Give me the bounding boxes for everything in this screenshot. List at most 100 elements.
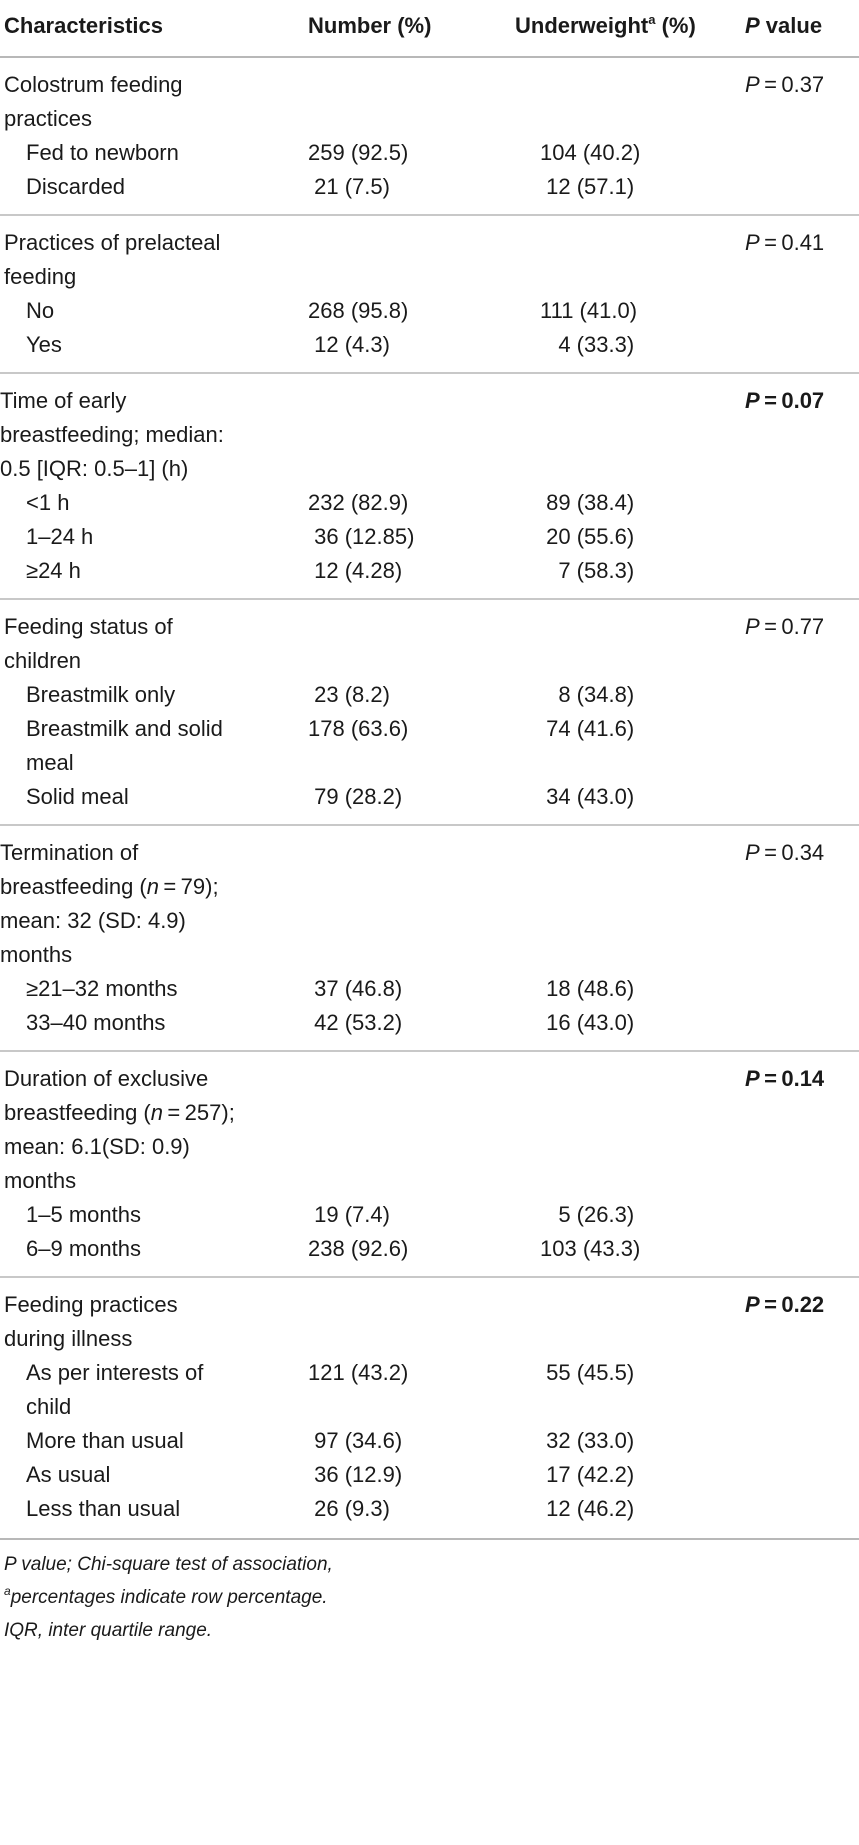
row-number: 36 (12.9) bbox=[308, 1462, 403, 1487]
table-row: No 268 (95.8) 111 (41.0) bbox=[0, 294, 859, 328]
row-number: 12 (4.28) bbox=[308, 558, 403, 583]
row-label: ≥24 h bbox=[0, 554, 262, 599]
n-letter: n bbox=[150, 1100, 164, 1125]
row-label: Discarded bbox=[0, 170, 262, 215]
group-underweight-empty bbox=[475, 824, 725, 972]
row-label: 6–9 months bbox=[0, 1232, 262, 1277]
row-label-line: meal bbox=[26, 750, 74, 775]
group-number-empty bbox=[262, 1276, 475, 1356]
table-footnotes: P value; Chi-square test of association,… bbox=[0, 1540, 859, 1647]
row-label-line: Yes bbox=[26, 332, 62, 357]
header-p-value: P value bbox=[725, 6, 859, 58]
group-title-line: feeding bbox=[4, 264, 77, 289]
group-title: Termination of breastfeeding (n = 79); mea… bbox=[0, 824, 262, 972]
table-row: Breastmilk and solid meal 178 (63.6) 74 (4… bbox=[0, 712, 859, 780]
header-underweight-sup: a bbox=[648, 12, 656, 27]
group-title-line: Time of early bbox=[0, 388, 127, 413]
table-page: Characteristics Number (%) Underweighta … bbox=[0, 6, 859, 1647]
group-number-empty bbox=[262, 598, 475, 678]
table-row: Less than usual 26 (9.3) 12 (46.2) bbox=[0, 1492, 859, 1540]
row-p-empty bbox=[725, 520, 859, 554]
group-title-row: Feeding status of children P = 0.77 bbox=[0, 598, 859, 678]
group-title-row: Colostrum feeding practices P = 0.37 bbox=[0, 57, 859, 136]
row-label: Fed to newborn bbox=[0, 136, 262, 170]
row-p-empty bbox=[725, 554, 859, 599]
row-underweight: 89 (38.4) bbox=[540, 490, 635, 515]
group-title-row: Practices of prelacteal feeding P = 0.41 bbox=[0, 214, 859, 294]
group-title-line: Colostrum feeding bbox=[4, 72, 183, 97]
header-underweight-suffix: (%) bbox=[655, 13, 696, 38]
table-row: Fed to newborn 259 (92.5) 104 (40.2) bbox=[0, 136, 859, 170]
row-number: 259 (92.5) bbox=[308, 140, 409, 165]
row-number: 121 (43.2) bbox=[308, 1360, 409, 1385]
group-title-line: children bbox=[4, 648, 82, 673]
row-label-line: Breastmilk and solid bbox=[26, 716, 223, 741]
row-underweight: 7 (58.3) bbox=[540, 558, 635, 583]
group-title-line: breastfeeding (n = 79); bbox=[0, 874, 219, 899]
group-underweight-empty bbox=[475, 1050, 725, 1198]
row-label-line: Breastmilk only bbox=[26, 682, 176, 707]
table-row: 6–9 months 238 (92.6) 103 (43.3) bbox=[0, 1232, 859, 1277]
row-label: As per interests of child bbox=[0, 1356, 262, 1424]
group-title-line: Practices of prelacteal bbox=[4, 230, 221, 255]
row-p-empty bbox=[725, 712, 859, 780]
group-number-empty bbox=[262, 214, 475, 294]
group-title-line: Duration of exclusive bbox=[4, 1066, 209, 1091]
group-title-line: during illness bbox=[4, 1326, 133, 1351]
group-title-line: months bbox=[4, 1168, 77, 1193]
table-row: 1–24 h 36 (12.85) 20 (55.6) bbox=[0, 520, 859, 554]
header-p-letter: P bbox=[745, 13, 760, 38]
header-number: Number (%) bbox=[262, 6, 475, 58]
row-number: 19 (7.4) bbox=[308, 1202, 390, 1227]
group-p-value: P = 0.22 bbox=[725, 1276, 859, 1356]
p-letter: P bbox=[745, 388, 760, 413]
row-label-line: 1–24 h bbox=[26, 524, 94, 549]
row-number: 12 (4.3) bbox=[308, 332, 390, 357]
row-label-line: As per interests of bbox=[26, 1360, 204, 1385]
row-label: 1–24 h bbox=[0, 520, 262, 554]
table-group: Feeding practices during illness P = 0.22 A… bbox=[0, 1276, 859, 1540]
row-underweight: 17 (42.2) bbox=[540, 1462, 635, 1487]
row-label-line: Discarded bbox=[26, 174, 126, 199]
row-p-empty bbox=[725, 1424, 859, 1458]
row-number: 36 (12.85) bbox=[308, 524, 415, 549]
header-characteristics: Characteristics bbox=[0, 6, 262, 58]
table-row: Discarded 21 (7.5) 12 (57.1) bbox=[0, 170, 859, 215]
header-p-suffix: value bbox=[759, 13, 823, 38]
row-label-line: child bbox=[26, 1394, 72, 1419]
group-title: Feeding practices during illness bbox=[0, 1276, 262, 1356]
group-title-line: mean: 6.1(SD: 0.9) bbox=[4, 1134, 190, 1159]
row-underweight: 32 (33.0) bbox=[540, 1428, 635, 1453]
group-title-line: Feeding status of bbox=[4, 614, 173, 639]
row-label-line: More than usual bbox=[26, 1428, 184, 1453]
p-letter: P bbox=[745, 614, 760, 639]
group-title-row: Termination of breastfeeding (n = 79); mea… bbox=[0, 824, 859, 972]
table-row: More than usual 97 (34.6) 32 (33.0) bbox=[0, 1424, 859, 1458]
group-underweight-empty bbox=[475, 598, 725, 678]
table-group: Time of early breastfeeding; median: 0.5 [… bbox=[0, 372, 859, 599]
group-title: Practices of prelacteal feeding bbox=[0, 214, 262, 294]
header-underweight: Underweighta (%) bbox=[475, 6, 725, 58]
row-underweight: 103 (43.3) bbox=[540, 1236, 641, 1261]
row-label: No bbox=[0, 294, 262, 328]
row-label-line: 6–9 months bbox=[26, 1236, 141, 1261]
row-label-line: <1 h bbox=[26, 490, 70, 515]
table-row: Breastmilk only 23 (8.2) 8 (34.8) bbox=[0, 678, 859, 712]
row-label: Yes bbox=[0, 328, 262, 373]
row-label-line: 33–40 months bbox=[26, 1010, 166, 1035]
row-number: 23 (8.2) bbox=[308, 682, 390, 707]
row-p-empty bbox=[725, 1232, 859, 1277]
group-title-line: Feeding practices bbox=[4, 1292, 178, 1317]
group-p-value: P = 0.34 bbox=[725, 824, 859, 972]
group-underweight-empty bbox=[475, 57, 725, 136]
row-p-empty bbox=[725, 294, 859, 328]
row-p-empty bbox=[725, 1458, 859, 1492]
table-row: As per interests of child 121 (43.2) 55 (4… bbox=[0, 1356, 859, 1424]
group-number-empty bbox=[262, 57, 475, 136]
row-number: 42 (53.2) bbox=[308, 1010, 403, 1035]
row-label: As usual bbox=[0, 1458, 262, 1492]
row-label-line: Less than usual bbox=[26, 1496, 181, 1521]
row-label: Solid meal bbox=[0, 780, 262, 825]
row-label: More than usual bbox=[0, 1424, 262, 1458]
header-underweight-text: Underweight bbox=[515, 13, 649, 38]
